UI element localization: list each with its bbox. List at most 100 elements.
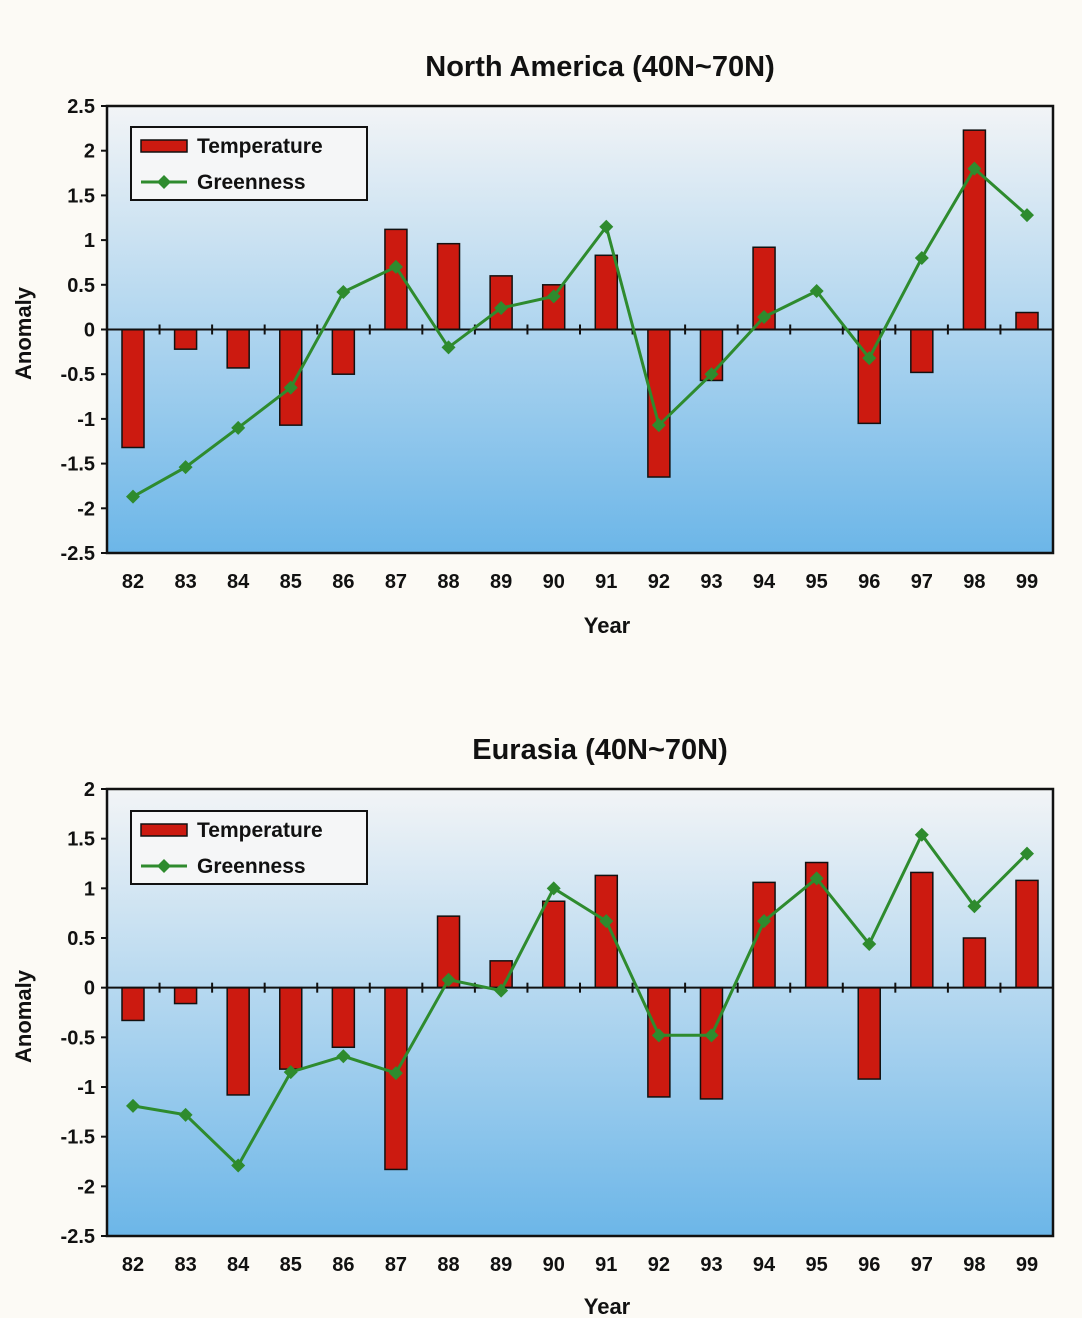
y-tick-label: -1	[77, 1077, 95, 1099]
x-tick-label: 93	[700, 1254, 722, 1276]
x-axis-title: Year	[584, 1294, 631, 1318]
greenness-marker	[441, 972, 456, 987]
north-america-chart: North America (40N~70N) 2.5 2 1.5 1 0.5 0 -0.5 -…	[11, 51, 1055, 638]
temperature-bar	[910, 328, 934, 374]
plot-border	[105, 104, 1055, 555]
legend: Temperature Greenness	[130, 126, 368, 201]
legend: Temperature Greenness	[130, 810, 368, 885]
greenness-marker	[231, 1158, 246, 1173]
x-tick-label: 89	[490, 571, 512, 593]
greenness-marker	[1020, 208, 1034, 223]
x-tick-label: 95	[806, 571, 828, 593]
temperature-bar	[331, 986, 356, 1049]
chart-title: North America (40N~70N)	[425, 51, 774, 83]
greenness-line	[132, 166, 1028, 499]
y-tick-label: -2	[77, 1176, 95, 1198]
temperature-bar	[279, 986, 303, 1070]
x-tick-label: 86	[332, 571, 354, 593]
y-tick-label: -2	[77, 498, 95, 520]
legend-greenness-label: Greenness	[197, 171, 306, 194]
y-tick-label: 0.5	[67, 275, 95, 297]
y-tick-label: 2	[84, 141, 95, 163]
temperature-bar	[1015, 311, 1039, 331]
y-tick-label: 0	[84, 978, 95, 1000]
greenness-marker	[283, 380, 298, 395]
greenness-marker	[126, 1098, 140, 1113]
x-tick-label: 94	[753, 1254, 776, 1276]
x-tick-label: 88	[437, 571, 459, 593]
y-tick-label: 1.5	[67, 829, 95, 851]
x-axis-title: Year	[584, 613, 631, 638]
greenness-marker	[178, 460, 193, 475]
y-axis-title: Anomaly	[11, 286, 36, 380]
greenness-marker	[967, 899, 982, 914]
x-tick-label: 92	[648, 1254, 670, 1276]
y-tick-label: 2.5	[67, 96, 95, 118]
y-tick-label: 1	[84, 878, 95, 900]
greenness-marker	[388, 259, 403, 274]
y-tick-label: -2.5	[61, 1226, 95, 1248]
greenness-marker	[546, 881, 561, 896]
legend-temperature-label: Temperature	[197, 135, 323, 158]
greenness-marker	[546, 289, 561, 304]
x-tick-label: 82	[122, 1254, 144, 1276]
temperature-bar	[436, 242, 461, 331]
y-tick-label: 0.5	[67, 928, 95, 950]
temperature-bar	[173, 328, 198, 350]
y-tick-label: 1.5	[67, 185, 95, 207]
x-tick-label: 99	[1016, 571, 1038, 593]
temperature-bar	[647, 328, 671, 478]
x-tick-label: 92	[648, 571, 670, 593]
temperature-bar	[226, 986, 250, 1096]
x-tick-label: 97	[911, 1254, 933, 1276]
temperature-bar	[594, 254, 619, 331]
x-tick-label: 91	[595, 1254, 617, 1276]
greenness-marker	[651, 418, 666, 433]
legend-temperature-swatch	[140, 139, 188, 153]
x-tick-label: 90	[543, 1254, 565, 1276]
greenness-marker	[336, 1049, 351, 1064]
x-tick-label: 96	[858, 1254, 880, 1276]
greenness-marker	[599, 914, 614, 929]
legend-greenness-marker	[157, 175, 171, 189]
x-tick-label: 88	[437, 1254, 459, 1276]
legend-greenness-marker	[157, 859, 171, 873]
legend-temperature-swatch	[140, 823, 188, 837]
temperature-bar	[962, 129, 987, 331]
x-tick-label: 87	[385, 571, 407, 593]
greenness-marker	[757, 309, 772, 324]
greenness-marker	[599, 219, 614, 234]
x-tick-label: 84	[227, 571, 250, 593]
greenness-marker	[809, 871, 824, 886]
x-tick-label: 96	[858, 571, 880, 593]
greenness-marker	[388, 1066, 403, 1081]
greenness-marker	[126, 489, 140, 504]
plot-border	[105, 787, 1055, 1238]
greenness-marker	[862, 351, 877, 366]
temperature-bar	[910, 871, 934, 989]
greenness-marker	[494, 983, 509, 998]
greenness-marker	[1020, 846, 1034, 861]
temperature-bar	[699, 986, 724, 1100]
x-tick-label: 98	[963, 1254, 985, 1276]
y-tick-label: 2	[84, 779, 95, 801]
greenness-marker	[336, 284, 351, 299]
greenness-marker	[967, 161, 982, 176]
x-tick-label: 87	[385, 1254, 407, 1276]
greenness-marker	[862, 936, 877, 951]
temperature-bar	[857, 986, 881, 1080]
x-tick-label: 85	[280, 1254, 302, 1276]
x-tick-label: 82	[122, 571, 144, 593]
x-tick-label: 89	[490, 1254, 512, 1276]
x-tick-label: 83	[174, 1254, 196, 1276]
x-tick-label: 83	[174, 571, 196, 593]
x-tick-label: 97	[911, 571, 933, 593]
y-tick-label: -1.5	[61, 1127, 95, 1149]
temperature-bar	[962, 937, 987, 989]
greenness-marker	[704, 1028, 719, 1043]
temperature-bar	[1015, 879, 1039, 989]
y-tick-label: 1	[84, 230, 95, 252]
temperature-bar	[173, 986, 198, 1005]
x-tick-label: 84	[227, 1254, 250, 1276]
greenness-marker	[757, 914, 772, 929]
